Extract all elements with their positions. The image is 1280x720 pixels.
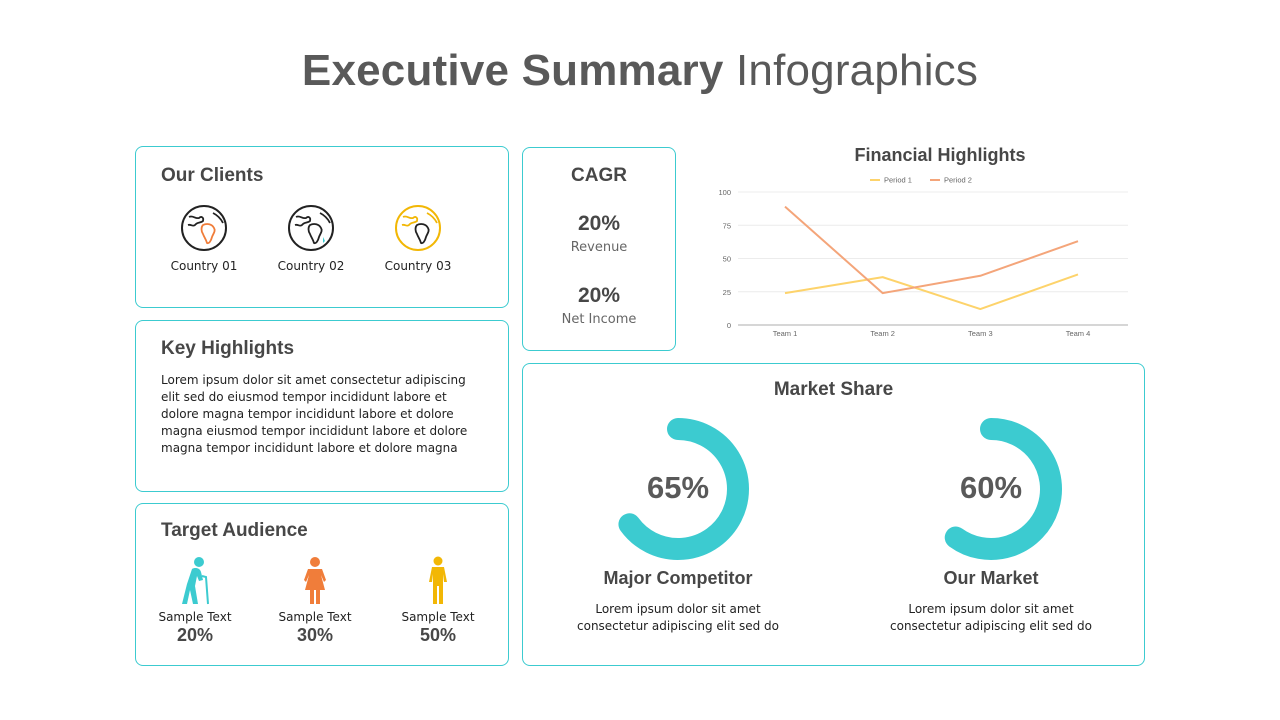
- cagr-title: CAGR: [571, 165, 627, 186]
- cagr-label: Net Income: [561, 312, 637, 327]
- legend-label: Period 2: [944, 176, 972, 185]
- audience-percent: 50%: [419, 625, 457, 645]
- key-highlights-card: Key Highlights Lorem ipsum dolor sit ame…: [135, 320, 509, 492]
- y-tick-label: 100: [718, 188, 731, 197]
- market-name: Our Market: [943, 568, 1039, 588]
- market-description-line: consectetur adipiscing elit sed do: [890, 619, 1092, 633]
- page-title: Executive Summary Infographics: [0, 46, 1280, 96]
- x-tick-label: Team 4: [1066, 329, 1091, 338]
- y-tick-label: 25: [723, 288, 731, 297]
- cagr-net-income: 20% Net Income: [523, 284, 675, 327]
- market-description: Lorem ipsum dolor sit amet consectetur a…: [538, 601, 818, 635]
- cagr-revenue: 20% Revenue: [523, 212, 675, 255]
- y-tick-label: 75: [723, 221, 731, 230]
- financial-highlights-chart: 0 25 50 75 100 Team 1 Team 2 Team 3 Team 4 Period…: [718, 176, 1128, 338]
- globe-africa-icon: [395, 205, 441, 251]
- key-highlights-text: Lorem ipsum dolor sit amet consectetur a…: [161, 373, 468, 455]
- market-percent: 60%: [959, 470, 1023, 505]
- donut-arc: [618, 418, 749, 560]
- donut-ring-major-competitor: [618, 418, 749, 560]
- market-description: Lorem ipsum dolor sit amet consectetur a…: [851, 601, 1131, 635]
- market-description-line: Lorem ipsum dolor sit amet: [908, 602, 1074, 616]
- audience-item-child: Sample Text 50%: [383, 556, 493, 646]
- audience-label: Sample Text: [158, 610, 232, 624]
- key-highlights-title: Key Highlights: [161, 338, 295, 359]
- audience-item-woman: Sample Text 30%: [260, 556, 370, 646]
- child-icon: [429, 556, 447, 604]
- market-description-line: consectetur adipiscing elit sed do: [577, 619, 779, 633]
- cagr-value: 20%: [577, 284, 621, 307]
- series-line-period-2: [784, 205, 1079, 295]
- audience-percent: 30%: [296, 625, 334, 645]
- target-audience-card: Target Audience Sample Text 20% Sample T…: [135, 503, 509, 666]
- chart-title: Financial Highlights: [854, 145, 1026, 165]
- audience-percent: 20%: [176, 625, 214, 645]
- client-label: Country 02: [277, 259, 345, 273]
- client-label: Country 03: [384, 259, 452, 273]
- y-tick-label: 50: [723, 255, 731, 264]
- globe-africa-icon: [288, 205, 334, 251]
- audience-label: Sample Text: [278, 610, 352, 624]
- market-percent: 65%: [646, 470, 710, 505]
- y-tick-label: 0: [727, 321, 731, 330]
- client-country-03: Country 03: [368, 203, 468, 273]
- cagr-card: CAGR 20% Revenue 20% Net Income: [522, 147, 676, 351]
- client-country-01: Country 01: [154, 203, 254, 273]
- clients-title: Our Clients: [161, 165, 264, 186]
- cagr-value: 20%: [577, 212, 621, 235]
- market-description-line: Lorem ipsum dolor sit amet: [595, 602, 761, 616]
- audience-item-elderly: Sample Text 20%: [140, 556, 250, 646]
- x-tick-label: Team 2: [870, 329, 895, 338]
- client-label: Country 01: [170, 259, 238, 273]
- donut-arc: [944, 418, 1062, 560]
- client-country-02: Country 02: [261, 203, 361, 273]
- woman-icon: [304, 557, 326, 604]
- page-title-bold: Executive Summary: [301, 46, 724, 95]
- audience-label: Sample Text: [401, 610, 475, 624]
- market-share-title: Market Share: [773, 379, 894, 400]
- globe-africa-icon: [181, 205, 227, 251]
- donut-ring-our-market: [944, 418, 1062, 560]
- market-share-card: Market Share 65% Major Competitor Lorem …: [522, 363, 1145, 666]
- x-tick-label: Team 3: [968, 329, 993, 338]
- target-audience-title: Target Audience: [161, 520, 308, 541]
- cagr-label: Revenue: [570, 240, 628, 255]
- x-tick-label: Team 1: [773, 329, 798, 338]
- page-title-regular: Infographics: [735, 46, 979, 95]
- clients-card: Our Clients Country 01 Country 02 Countr…: [135, 146, 509, 308]
- market-name: Major Competitor: [603, 568, 753, 588]
- legend-label: Period 1: [884, 176, 912, 185]
- series-line-period-1: [784, 273, 1079, 311]
- elderly-person-icon: [182, 557, 209, 605]
